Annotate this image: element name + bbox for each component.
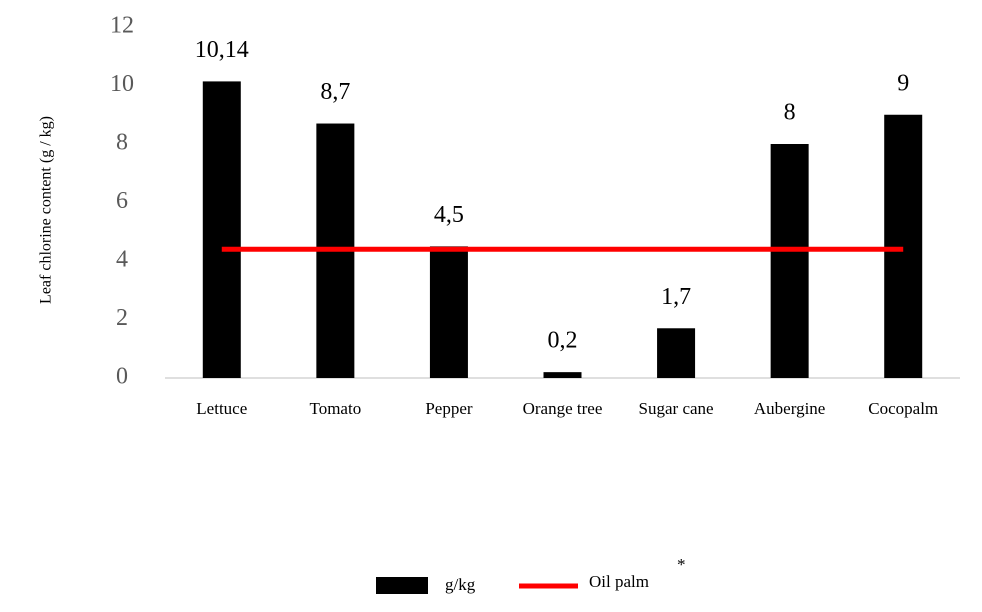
data-label: 9 [897,70,909,96]
data-label: 8,7 [320,79,350,105]
data-label: 0,2 [548,328,578,354]
legend-note: * [677,555,686,574]
y-tick-label: 0 [116,364,128,390]
x-tick-label: Sugar cane [639,399,714,418]
y-tick-label: 6 [116,188,128,214]
bar [770,144,809,378]
legend-swatch [376,577,428,594]
bar [657,328,696,378]
y-tick-label: 12 [110,13,134,39]
y-tick-label: 10 [110,71,134,97]
data-label: 1,7 [661,284,691,310]
x-tick-label: Pepper [425,399,473,418]
x-tick-label: Cocopalm [868,399,938,418]
y-tick-label: 4 [116,247,128,273]
y-tick-label: 8 [116,130,128,156]
data-label: 4,5 [434,202,464,228]
y-axis-label: Leaf chlorine content (g / kg) [38,116,55,304]
bar [543,372,582,378]
legend-label: g/kg [445,575,476,594]
bar [202,81,241,378]
y-tick-label: 2 [116,305,128,331]
x-tick-label: Lettuce [196,399,247,418]
data-label: 8 [784,100,796,126]
x-tick-label: Tomato [310,399,362,418]
x-tick-label: Aubergine [754,399,825,418]
bar [429,246,468,378]
data-label: 10,14 [195,37,249,63]
bar [884,114,923,378]
legend-label: Oil palm [589,572,649,591]
x-tick-label: Orange tree [523,399,603,418]
